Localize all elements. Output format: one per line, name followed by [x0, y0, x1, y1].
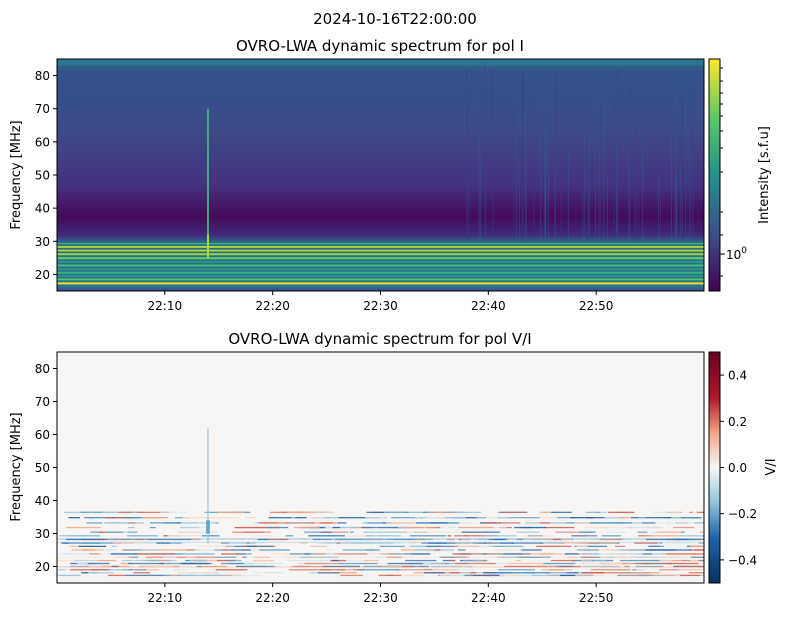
y-tick-label-i-20: 20: [35, 268, 50, 282]
colorbar-vi-tick-label-1: 0.2: [728, 415, 747, 429]
figure-suptitle: 2024-10-16T22:00:00: [313, 10, 477, 28]
y-tick-label-i-30: 30: [35, 235, 50, 249]
x-tick-label-vi-3: 22:40: [471, 591, 506, 605]
x-tick-label-vi-2: 22:30: [363, 591, 398, 605]
colorbar-i: [708, 58, 721, 292]
y-tick-label-vi-70: 70: [35, 395, 50, 409]
y-tick-label-vi-30: 30: [35, 527, 50, 541]
y-tick-label-vi-60: 60: [35, 428, 50, 442]
y-tick-label-i-40: 40: [35, 202, 50, 216]
y-tick-label-vi-20: 20: [35, 560, 50, 574]
x-tick-label-vi-0: 22:10: [148, 591, 183, 605]
y-axis-vi: 20 30 40 50 60 70 80: [35, 362, 57, 574]
x-tick-label-i-1: 22:20: [255, 299, 290, 313]
x-tick-label-i-3: 22:40: [471, 299, 506, 313]
x-tick-label-i-4: 22:50: [579, 299, 614, 313]
panel-vi-title: OVRO-LWA dynamic spectrum for pol V/I: [228, 330, 531, 348]
x-tick-label-i-0: 22:10: [148, 299, 183, 313]
y-tick-label-vi-40: 40: [35, 494, 50, 508]
colorbar-i-label: Intensity [s.f.u]: [757, 126, 772, 224]
x-tick-label-vi-1: 22:20: [255, 591, 290, 605]
heatmap-i: [57, 59, 704, 291]
x-tick-label-i-2: 22:30: [363, 299, 398, 313]
y-axis-label-vi: Frequency [MHz]: [9, 412, 24, 521]
x-tick-label-vi-4: 22:50: [579, 591, 614, 605]
panel-i-title: OVRO-LWA dynamic spectrum for pol I: [236, 37, 524, 55]
colorbar-i-tick-1e0: 100: [726, 246, 747, 262]
colorbar-i-ticks: [720, 67, 725, 277]
colorbar-vi-tick-label-4: −0.4: [728, 553, 757, 567]
heatmap-vi: [57, 352, 704, 583]
colorbar-vi-tick-label-2: 0.0: [728, 461, 747, 475]
colorbar-vi-label: V/I: [764, 458, 779, 475]
y-tick-label-vi-50: 50: [35, 461, 50, 475]
x-axis-i: 22:10 22:20 22:30 22:40 22:50: [148, 291, 614, 313]
x-axis-vi: 22:10 22:20 22:30 22:40 22:50: [148, 583, 614, 605]
colorbar-vi-tick-label-3: −0.2: [728, 507, 757, 521]
y-tick-label-i-80: 80: [35, 69, 50, 83]
colorbar-vi-tick-label-0: 0.4: [728, 369, 747, 383]
y-tick-label-vi-80: 80: [35, 362, 50, 376]
colorbar-vi: [708, 351, 721, 584]
y-axis-i: 20 30 40 50 60 70 80: [35, 69, 57, 282]
y-tick-label-i-60: 60: [35, 135, 50, 149]
y-tick-label-i-70: 70: [35, 102, 50, 116]
colorbar-vi-ticks: 0.4 0.2 0.0 −0.2 −0.4: [720, 369, 757, 567]
y-tick-label-i-50: 50: [35, 169, 50, 183]
y-axis-label-i: Frequency [MHz]: [9, 120, 24, 229]
panel-pol-i: OVRO-LWA dynamic spectrum for pol I 20 30…: [9, 37, 772, 313]
panel-pol-vi: OVRO-LWA dynamic spectrum for pol V/I 20…: [9, 330, 779, 605]
